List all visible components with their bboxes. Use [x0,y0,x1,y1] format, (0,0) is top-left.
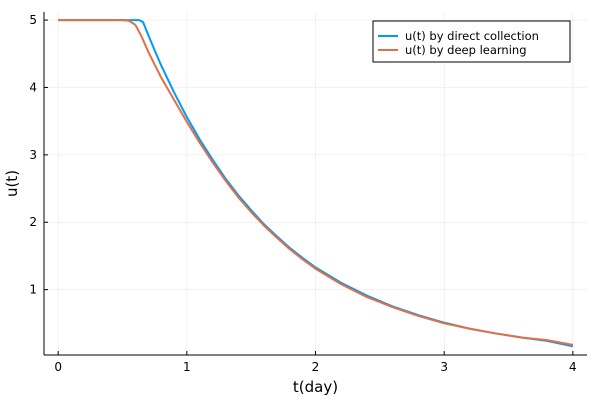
y-tick-label: 1 [29,283,37,297]
x-tick-label: 0 [54,360,62,374]
legend-box [372,20,571,63]
x-tick-label: 1 [183,360,191,374]
y-tick-label: 3 [29,148,37,162]
legend-entry-direct-collection: u(t) by direct collection [405,29,539,43]
tick-labels: 0 1 2 3 4 1 2 3 4 5 [29,13,576,374]
legend: u(t) by direct collection u(t) by deep l… [372,20,571,63]
grid-lines [44,12,587,355]
series-line-deep-learning [58,19,574,346]
legend-entry-deep-learning: u(t) by deep learning [405,43,527,57]
y-tick-label: 5 [29,13,37,27]
y-axis-label: u(t) [3,170,21,197]
y-tick-label: 2 [29,215,37,229]
x-axis-label: t(day) [293,378,338,396]
x-tick-label: 2 [312,360,320,374]
series-lines [58,19,574,348]
x-tick-label: 3 [440,360,448,374]
x-tick-label: 4 [569,360,577,374]
y-tick-label: 4 [29,80,37,94]
axes [43,12,587,356]
